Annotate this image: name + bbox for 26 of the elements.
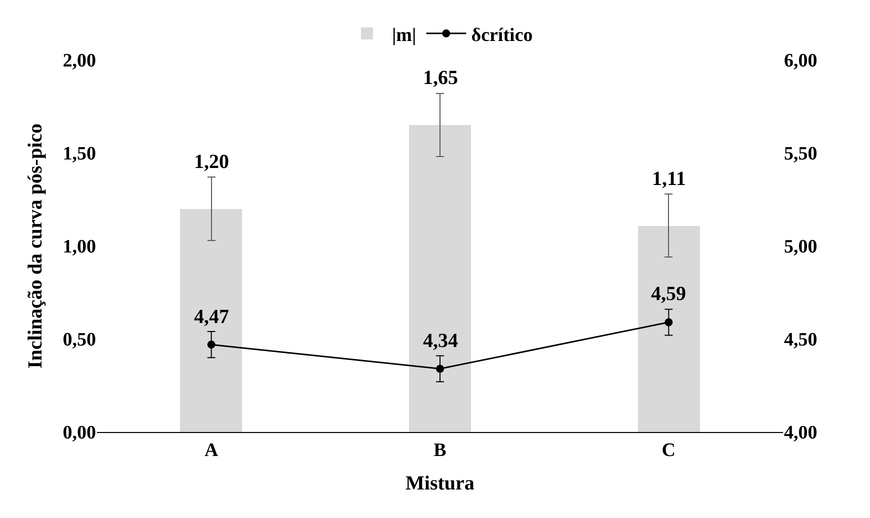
y2-tick-label: 6,00 bbox=[784, 50, 818, 72]
data-label: 1,11 bbox=[652, 168, 686, 190]
y2-tick-label: 4,50 bbox=[784, 330, 818, 351]
y-tick-label: 0,00 bbox=[62, 422, 96, 444]
x-tick-label: A bbox=[204, 440, 218, 461]
y2-tick-label: 5,00 bbox=[784, 236, 818, 258]
y2-tick-label: 5,50 bbox=[784, 144, 818, 165]
x-tick-label: C bbox=[662, 440, 676, 461]
y-tick-label: 2,00 bbox=[62, 50, 96, 72]
data-label: 4,34 bbox=[423, 330, 458, 352]
legend-label: δcrítico bbox=[471, 24, 533, 46]
point bbox=[664, 318, 673, 326]
point bbox=[207, 340, 216, 349]
x-tick-label: B bbox=[434, 440, 447, 461]
data-label: 4,59 bbox=[651, 283, 686, 305]
y-tick-label: 0,50 bbox=[62, 330, 96, 351]
data-label: 4,47 bbox=[194, 306, 229, 328]
data-label: 1,65 bbox=[423, 67, 458, 89]
legend-label: |m| bbox=[392, 24, 416, 46]
y2-tick-label: 4,00 bbox=[784, 422, 818, 444]
y-axis-title: Inclinação da curva pós-pico bbox=[24, 123, 46, 369]
y-tick-label: 1,00 bbox=[62, 236, 96, 258]
y-tick-label: 1,50 bbox=[62, 144, 96, 165]
point bbox=[436, 364, 444, 373]
data-label: 1,20 bbox=[194, 151, 229, 173]
x-axis-title: Mistura bbox=[406, 472, 474, 494]
